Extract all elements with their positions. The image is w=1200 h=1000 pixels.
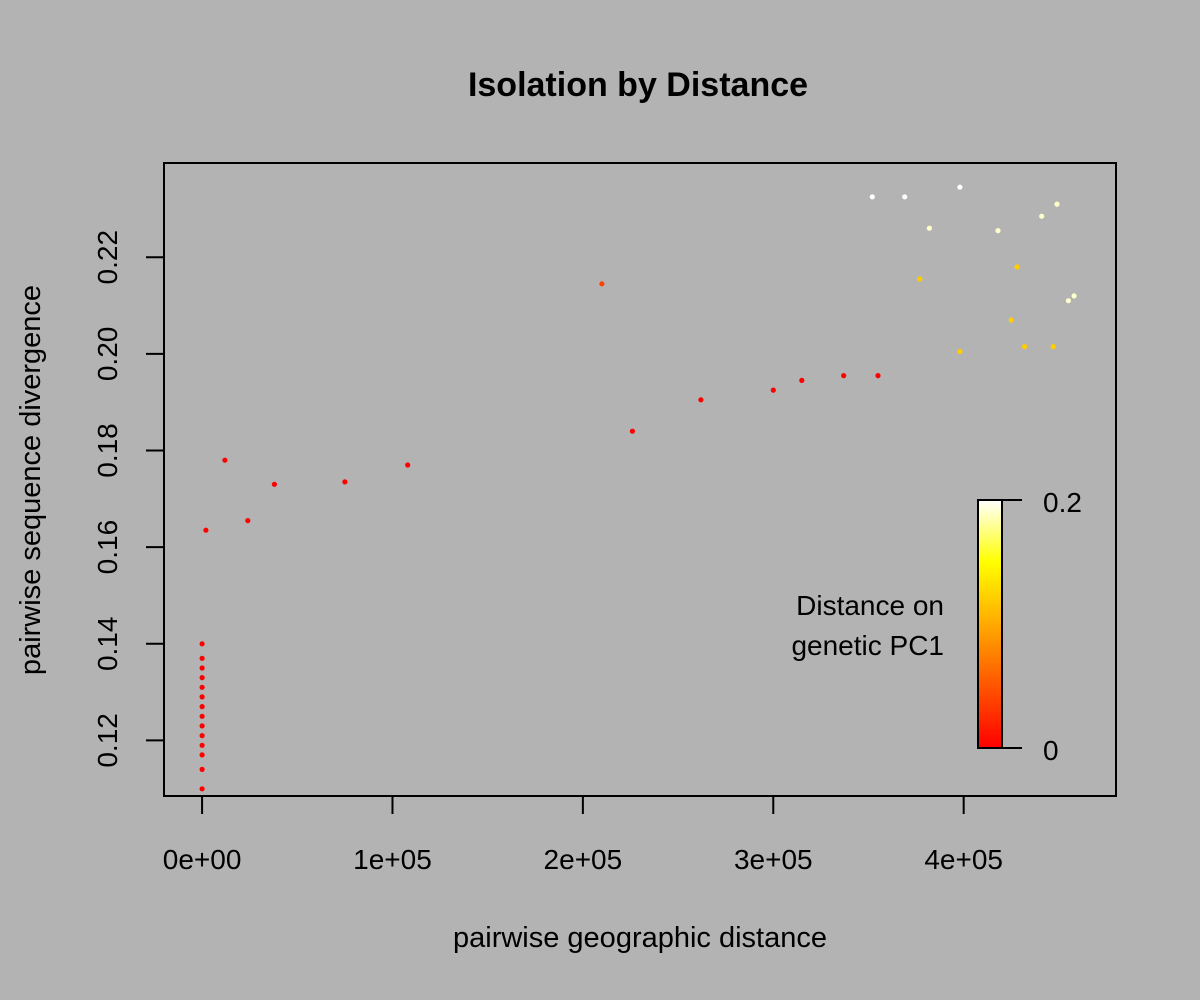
points-layer [199, 184, 1077, 792]
data-point [199, 752, 205, 758]
data-point [199, 694, 205, 700]
x-tick-label: 1e+05 [353, 844, 432, 875]
y-axis-label: pairwise sequence divergence [15, 285, 47, 675]
data-point [1065, 298, 1071, 304]
data-point [1022, 344, 1028, 350]
colorbar-max-label: 0.2 [1043, 487, 1082, 518]
y-tick-label: 0.14 [92, 617, 123, 672]
data-point [995, 228, 1001, 234]
data-point [917, 276, 923, 282]
data-point [1071, 293, 1077, 299]
data-point [199, 733, 205, 739]
x-axis-ticks: 0e+00 1e+05 2e+05 3e+05 4e+05 [163, 796, 1003, 875]
data-point [799, 377, 805, 383]
data-point [199, 704, 205, 710]
data-point [203, 527, 209, 533]
data-point [698, 397, 704, 403]
plot-frame [163, 162, 1117, 797]
color-legend: 0.2 0 Distance on genetic PC1 [791, 487, 1081, 766]
data-point [199, 665, 205, 671]
colorbar [977, 499, 1003, 749]
data-point [199, 675, 205, 681]
y-tick-label: 0.12 [92, 713, 123, 768]
data-point [199, 655, 205, 661]
data-point [841, 373, 847, 379]
x-tick-label: 3e+05 [734, 844, 813, 875]
data-point [599, 281, 605, 287]
y-tick-label: 0.16 [92, 520, 123, 575]
colorbar-min-label: 0 [1043, 735, 1059, 766]
data-point [926, 225, 933, 231]
legend-title-line-1: Distance on [796, 590, 944, 621]
data-point [1014, 264, 1020, 270]
x-tick-label: 0e+00 [163, 844, 242, 875]
data-point [342, 479, 348, 485]
data-point [629, 428, 636, 434]
data-point [1008, 317, 1014, 323]
data-point [1054, 201, 1060, 207]
data-point [869, 194, 875, 200]
data-point [1039, 213, 1045, 219]
data-point [199, 713, 205, 719]
data-point [902, 194, 908, 200]
data-point [199, 723, 205, 729]
y-tick-label: 0.20 [92, 327, 123, 382]
y-tick-label: 0.18 [92, 423, 123, 478]
data-point [271, 481, 277, 487]
data-point [199, 766, 205, 773]
chart-title: Isolation by Distance [468, 66, 808, 104]
legend-title-line-2: genetic PC1 [791, 630, 944, 661]
data-point [199, 786, 205, 792]
data-point [222, 457, 228, 463]
data-point [245, 518, 251, 524]
data-point [199, 742, 205, 748]
x-tick-label: 4e+05 [924, 844, 1003, 875]
data-point [875, 373, 881, 379]
x-axis-label: pairwise geographic distance [453, 922, 827, 954]
data-point [405, 462, 411, 468]
data-point [957, 348, 963, 355]
x-tick-label: 2e+05 [544, 844, 623, 875]
data-point [1050, 344, 1056, 350]
data-point [199, 684, 205, 690]
y-axis-ticks: 0.12 0.14 0.16 0.18 0.20 0.22 [92, 230, 164, 768]
data-point [199, 641, 205, 647]
data-point [957, 184, 963, 190]
data-point [770, 387, 776, 393]
y-tick-label: 0.22 [92, 230, 123, 285]
